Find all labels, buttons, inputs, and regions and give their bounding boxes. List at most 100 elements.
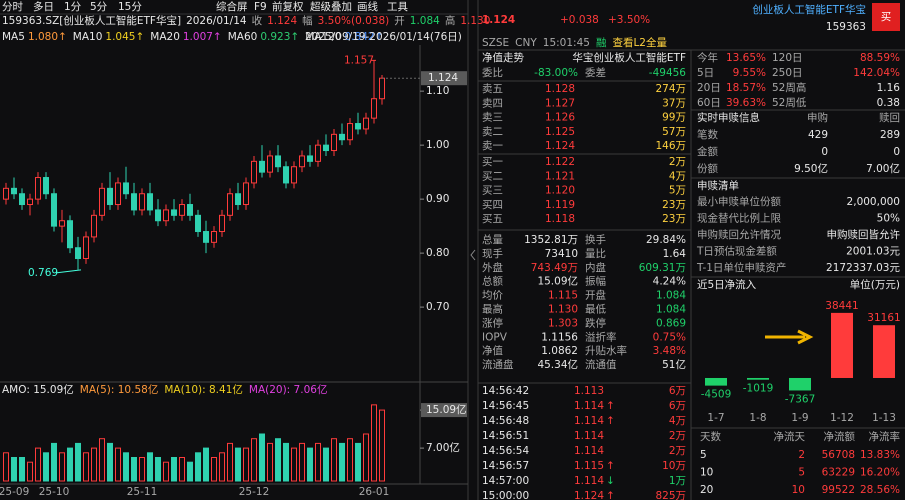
- column-header: 赎回: [879, 111, 900, 124]
- volume-bar: [307, 447, 313, 482]
- toolbar-button[interactable]: 画线: [357, 0, 378, 13]
- toolbar-tab[interactable]: 多日: [33, 0, 54, 13]
- x-tick-label: 25-12: [239, 486, 270, 498]
- volume-bar: [355, 442, 361, 482]
- trade-arrow: ↑: [606, 490, 615, 500]
- toolbar-tab[interactable]: 15分: [118, 1, 142, 13]
- bar: [747, 377, 769, 380]
- label: -49456: [649, 67, 687, 79]
- volume-bar: [379, 409, 385, 482]
- toolbar-tab[interactable]: 1分: [64, 1, 82, 13]
- info-text: 1.084: [410, 15, 440, 27]
- table-cell: 2: [798, 449, 805, 461]
- chart-title: 近5日净流入: [697, 278, 757, 291]
- label: -83.00%: [534, 67, 578, 79]
- column-header: 天数: [700, 430, 721, 443]
- volume-bar: [339, 442, 345, 482]
- volume-bar: [139, 457, 145, 482]
- perf-value: 18.57%: [726, 82, 766, 94]
- table-cell: 20: [700, 484, 713, 496]
- stat-value: 1.0862: [541, 345, 578, 357]
- collapse-handle[interactable]: [470, 249, 476, 261]
- arrow-icon: [765, 329, 814, 345]
- price-box-label: 1.124: [428, 72, 458, 84]
- toolbar-button[interactable]: 综合屏: [216, 0, 248, 13]
- buy-button-label[interactable]: 买: [881, 11, 892, 23]
- candle-body: [155, 209, 161, 222]
- bar: [873, 325, 895, 378]
- stat-label: 换手: [585, 233, 606, 246]
- stat-label: 流通盘: [482, 358, 514, 371]
- ma-name: MA120: [305, 31, 341, 43]
- x-tick-label: 1-13: [872, 412, 896, 424]
- table-cell: 56708: [822, 449, 855, 461]
- row-label: T-1日单位申赎资产: [696, 261, 786, 274]
- trade-price: 1.114: [574, 430, 604, 442]
- table-cell: 13.83%: [860, 449, 900, 461]
- stat-label: IOPV: [482, 331, 508, 343]
- volume-bar: [179, 457, 185, 482]
- candle-body: [211, 231, 217, 243]
- candle-body: [203, 231, 209, 243]
- toolbar-tab[interactable]: 分时: [2, 1, 23, 13]
- candle-body: [131, 193, 137, 211]
- y-tick-label: 0.80: [426, 247, 449, 259]
- volume-box: [421, 403, 467, 418]
- volume-bar: [227, 442, 233, 482]
- stat-value: 743.49万: [531, 262, 578, 274]
- annotation: 1.157: [344, 54, 374, 66]
- volume-bar: [187, 461, 193, 482]
- volume-bar: [115, 447, 121, 482]
- volume-bar: [219, 452, 225, 482]
- candle-body: [291, 166, 297, 184]
- book-volume: 274万: [655, 83, 686, 95]
- trade-time: 14:57:00: [482, 475, 529, 487]
- table-cell: 63229: [822, 467, 855, 479]
- volume-bar: [243, 447, 249, 482]
- volume-bar: [99, 438, 105, 482]
- perf-value: 142.04%: [853, 67, 900, 79]
- trade-price: 1.114: [574, 445, 604, 457]
- volume-legend: MA(10): 8.41亿: [164, 383, 243, 396]
- table-cell: 10: [792, 484, 805, 496]
- stat-value: 73410: [545, 248, 578, 260]
- change-pct: +3.50%: [608, 14, 650, 26]
- bar-value: 31161: [867, 312, 900, 324]
- chart-unit: 单位(万元): [850, 278, 900, 291]
- y-tick-label: 1.10: [426, 85, 449, 97]
- book-level: 卖二: [482, 126, 503, 138]
- perf-label: 52周低: [772, 96, 807, 109]
- book-price: 1.124: [545, 140, 575, 152]
- buy-button[interactable]: [872, 3, 900, 31]
- toolbar-button[interactable]: 前复权: [272, 0, 304, 13]
- book-level: 卖三: [482, 112, 503, 124]
- volume-bar: [267, 442, 273, 482]
- trade-time: 14:56:48: [482, 415, 529, 427]
- perf-value: 39.63%: [726, 97, 766, 109]
- volume-bar: [83, 452, 89, 482]
- perf-label: 120日: [772, 52, 803, 64]
- market-info: 融: [596, 37, 607, 49]
- perf-label: 250日: [772, 67, 803, 79]
- volume-bar: [275, 438, 281, 482]
- candle-body: [179, 204, 185, 216]
- trade-arrow: ↑: [606, 400, 615, 412]
- stat-label: 振幅: [585, 275, 606, 288]
- candle-body: [347, 123, 353, 141]
- toolbar-button[interactable]: 工具: [387, 1, 408, 13]
- perf-label: 60日: [697, 97, 721, 109]
- toolbar-button[interactable]: F9: [254, 1, 267, 13]
- volume-bar: [123, 452, 129, 482]
- market-info: 查看L2全量: [612, 36, 667, 49]
- stat-value: 29.84%: [646, 234, 686, 246]
- bar: [789, 377, 811, 391]
- bar: [705, 377, 727, 386]
- toolbar-tab[interactable]: 5分: [90, 1, 108, 13]
- y-tick-label: 0.90: [426, 193, 449, 205]
- y-tick-label: 0.70: [426, 301, 449, 313]
- volume-bar: [43, 452, 49, 482]
- trade-time: 14:56:45: [482, 400, 529, 412]
- candle-body: [147, 193, 153, 211]
- row-value: 9.50亿: [794, 162, 828, 175]
- toolbar-button[interactable]: 超级叠加: [310, 0, 352, 13]
